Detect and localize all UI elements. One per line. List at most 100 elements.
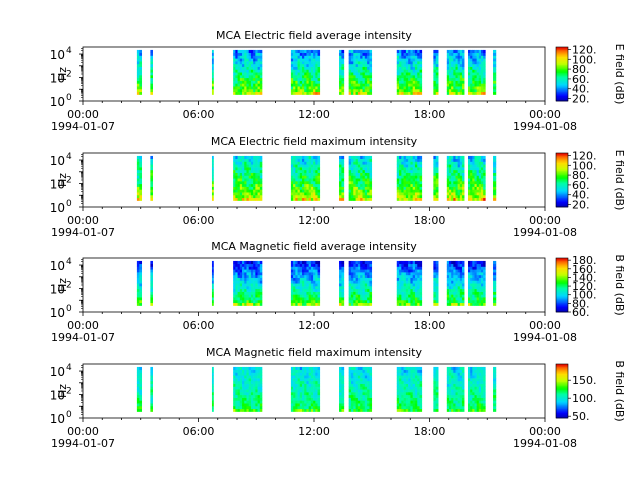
data-cell <box>297 286 301 290</box>
data-cell <box>235 91 238 95</box>
data-cell <box>470 400 473 404</box>
data-cell <box>362 383 366 387</box>
data-cell <box>244 274 247 278</box>
data-cell <box>419 178 423 182</box>
x-tick-label: 00:00 <box>67 319 99 332</box>
data-cell <box>455 266 458 270</box>
data-cell <box>257 274 261 278</box>
data-cell <box>410 283 413 287</box>
data-cell <box>355 172 359 176</box>
data-cell <box>255 69 258 73</box>
data-cell <box>295 158 298 162</box>
data-cell <box>242 366 245 371</box>
data-cell <box>257 299 261 304</box>
data-cell <box>308 294 312 298</box>
data-cell <box>483 86 486 90</box>
data-cell <box>253 372 256 376</box>
data-cell <box>453 369 456 373</box>
data-cell <box>293 383 296 387</box>
data-cell <box>369 389 373 393</box>
data-cell <box>304 286 307 290</box>
data-cell <box>474 378 477 382</box>
data-cell <box>457 189 461 193</box>
data-cell <box>293 369 296 373</box>
data-cell <box>341 375 345 379</box>
data-cell <box>446 378 450 382</box>
data-cell <box>290 400 294 404</box>
data-cell <box>355 69 359 73</box>
data-cell <box>433 197 437 201</box>
data-cell <box>348 66 352 70</box>
data-cell <box>233 405 236 410</box>
data-cell <box>433 297 437 301</box>
data-cell <box>417 280 420 284</box>
data-cell <box>239 260 243 265</box>
data-cell <box>399 366 402 371</box>
data-cell <box>419 186 423 190</box>
data-cell <box>211 389 214 393</box>
data-cell <box>239 186 243 190</box>
data-cell <box>435 392 439 396</box>
colorbar-band <box>556 78 568 80</box>
colorbar-tick-label: 100. <box>572 53 597 66</box>
data-cell <box>476 169 480 173</box>
data-cell <box>414 161 418 165</box>
data-cell <box>461 291 465 295</box>
data-cell <box>362 286 366 290</box>
data-cell <box>459 366 463 371</box>
data-cell <box>476 155 480 160</box>
data-cell <box>339 192 342 196</box>
data-cell <box>150 75 153 79</box>
data-cell <box>299 375 303 379</box>
data-cell <box>435 75 439 79</box>
data-cell <box>339 392 342 396</box>
data-cell <box>412 403 416 407</box>
data-cell <box>419 389 423 393</box>
data-cell <box>417 405 420 410</box>
data-cell <box>455 61 458 65</box>
data-cell <box>448 61 452 65</box>
data-cell <box>364 75 368 79</box>
data-cell <box>304 283 307 287</box>
data-cell <box>433 189 437 193</box>
data-cell <box>139 72 143 76</box>
data-cell <box>474 58 477 62</box>
data-cell <box>478 369 482 373</box>
data-cell <box>246 72 249 76</box>
data-cell <box>302 277 305 281</box>
data-cell <box>310 66 314 70</box>
data-cell <box>297 403 301 407</box>
data-cell <box>399 172 402 176</box>
data-cell <box>259 403 263 407</box>
data-cell <box>455 274 458 278</box>
data-cell <box>396 283 400 287</box>
data-cell <box>448 263 452 267</box>
data-cell <box>248 52 252 56</box>
data-cell <box>150 181 153 185</box>
x-date-start: 1994-01-07 <box>51 226 115 239</box>
data-cell <box>453 192 456 196</box>
data-cell <box>306 61 309 65</box>
data-cell <box>364 80 368 84</box>
data-cell <box>304 83 307 87</box>
data-cell <box>139 375 143 379</box>
data-cell <box>476 61 480 65</box>
data-cell <box>474 194 477 199</box>
data-cell <box>408 288 411 292</box>
data-cell <box>295 366 298 371</box>
data-cell <box>403 189 407 193</box>
data-cell <box>348 286 352 290</box>
y-tick-label: 10 <box>50 201 65 215</box>
data-cell <box>348 161 352 165</box>
data-cell <box>433 366 437 371</box>
data-cell <box>341 161 345 165</box>
data-cell <box>246 194 249 199</box>
colorbar-band <box>556 80 568 83</box>
data-cell <box>295 408 298 412</box>
data-cell <box>476 389 480 393</box>
data-cell <box>355 86 359 90</box>
data-cell <box>396 297 400 301</box>
data-cell <box>461 294 465 298</box>
data-cell <box>237 169 241 173</box>
data-cell <box>293 80 296 84</box>
